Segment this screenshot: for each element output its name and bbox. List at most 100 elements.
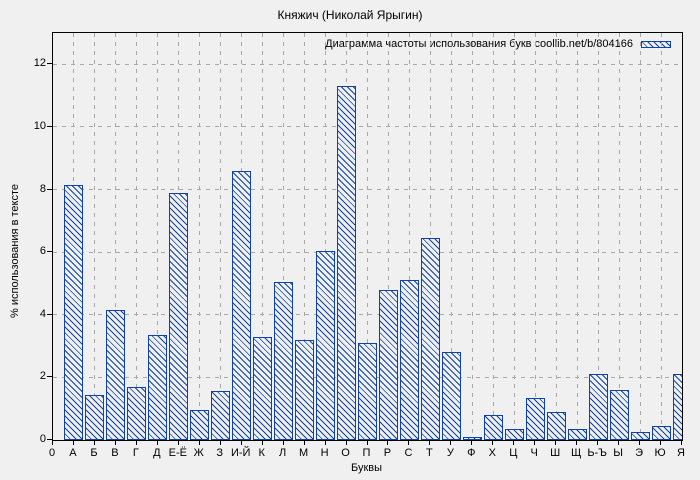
x-tick-mark [492,440,494,445]
x-tick-mark [639,440,641,445]
bar-Я [672,374,682,440]
x-gridline [115,33,117,440]
x-tick-label: Б [90,447,98,459]
x-tick-mark [366,440,368,445]
x-gridline [220,33,222,440]
bar-Х [483,415,503,440]
x-gridline [492,33,494,440]
bar-Ф [462,437,482,440]
y-tick-label: 2 [39,370,46,383]
bar-М [295,340,315,440]
y-tick-label: 12 [33,57,46,70]
bar-В [106,310,126,440]
x-tick-label: Ч [530,447,538,459]
y-tick-mark [47,63,52,65]
x-gridline [387,33,389,440]
bar-Ч [525,398,545,440]
bar-Н [316,251,336,440]
x-tick-mark [597,440,599,445]
bar-Э [630,432,650,440]
bar-Т [420,238,440,440]
x-tick-mark [282,440,284,445]
bar-З [211,391,231,440]
x-gridline [262,33,264,440]
x-tick-mark [660,440,662,445]
x-axis-label: Буквы [350,462,383,474]
x-tick-mark [534,440,536,445]
x-tick-label: Ш [550,447,561,459]
x-tick-mark [450,440,452,445]
bar-Ю [651,426,671,440]
y-tick-mark [47,376,52,378]
x-tick-label: Ю [654,447,666,459]
bar-Д [148,335,168,440]
x-gridline [639,33,641,440]
y-tick-label: 10 [33,119,46,132]
x-gridline [618,33,620,440]
x-tick-mark [52,440,53,445]
x-tick-mark [555,440,557,445]
x-tick-label: Я [677,447,685,459]
x-tick-mark [471,440,473,445]
y-tick-mark [47,439,52,440]
x-tick-mark [576,440,578,445]
chart-title: Княжич (Николай Ярыгин) [277,8,423,22]
x-tick-mark [72,440,74,445]
bar-О [337,86,357,440]
x-tick-label: У [446,447,454,459]
x-gridline [136,33,138,440]
y-tick-label: 8 [39,182,46,195]
x-tick-mark [387,440,389,445]
y-tick-label: 6 [39,245,46,258]
y-tick-mark [47,251,52,253]
x-tick-mark [114,440,116,445]
bar-Л [274,282,294,440]
x-gridline [471,33,473,440]
x-tick-label: 0 [48,447,56,459]
x-tick-label: Ц [509,447,518,459]
x-gridline [199,33,201,440]
x-gridline [283,33,285,440]
x-tick-mark [135,440,137,445]
x-tick-label: В [111,447,119,459]
x-tick-label: Э [635,447,644,459]
x-tick-label: Р [383,447,392,459]
x-tick-label: Х [488,447,496,459]
x-gridline [367,33,368,440]
x-gridline [94,33,96,440]
x-tick-label: Е-Ё [168,447,187,459]
x-tick-mark [618,440,620,445]
x-tick-label: Ж [193,447,204,459]
bar-Ж [190,410,210,440]
x-gridline [304,33,306,440]
x-tick-mark [345,440,347,445]
x-tick-mark [408,440,410,445]
x-gridline [325,33,327,440]
x-gridline [597,33,599,440]
bar-А [64,185,84,440]
x-tick-label: Ь-Ъ [587,447,607,459]
x-tick-mark [429,440,431,445]
legend-label: Диаграмма частоты использования букв coo… [325,38,633,50]
bar-У [441,352,461,440]
x-tick-label: А [69,447,77,459]
bar-Ц [504,429,524,440]
bar-К [253,337,273,440]
legend-hatch-swatch [641,40,671,48]
x-tick-label: М [299,447,309,459]
x-gridline [534,33,536,440]
x-gridline [513,33,515,440]
y-tick-mark [47,313,52,315]
x-tick-label: Щ [571,447,582,459]
x-gridline [408,33,410,440]
x-tick-label: Д [153,447,161,459]
x-tick-mark [261,440,263,445]
bar-Ш [546,412,566,440]
x-gridline [576,33,578,440]
bar-Е-Ё [169,193,189,440]
bar-Ы [609,390,629,440]
x-tick-label: Н [320,447,329,459]
x-gridline [157,33,159,440]
bar-И-Й [232,171,252,440]
